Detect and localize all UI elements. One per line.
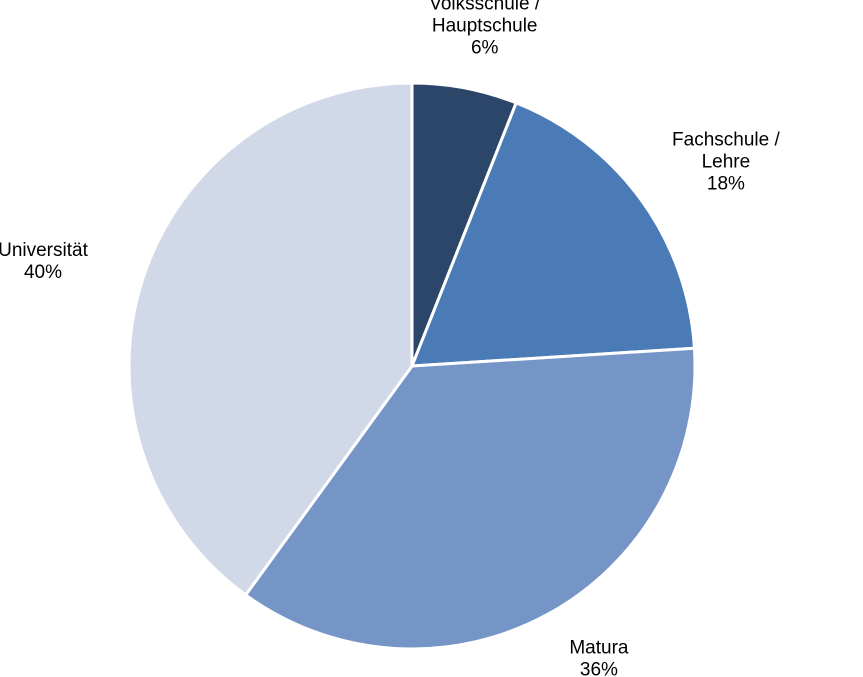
value-label: 6%: [470, 37, 499, 59]
value-label: 18%: [706, 173, 745, 195]
value-label: 40%: [23, 262, 62, 284]
category-name: Volksschule / Hauptschule: [429, 0, 541, 37]
slice-label: Universität 40%: [0, 240, 118, 284]
value-label: 36%: [579, 659, 618, 677]
category-name: Universität: [0, 240, 88, 262]
category-name: Matura: [569, 637, 629, 659]
pie-slice: [409, 100, 697, 368]
pie-slice: [243, 346, 697, 651]
slice-label: Fachschule / Lehre 18%: [651, 130, 801, 196]
category-name: Fachschule / Lehre: [672, 129, 780, 173]
pie-slice: [127, 81, 414, 598]
slice-label: Matura 36%: [524, 638, 674, 677]
slice-label: Volksschule / Hauptschule 6%: [410, 0, 560, 59]
